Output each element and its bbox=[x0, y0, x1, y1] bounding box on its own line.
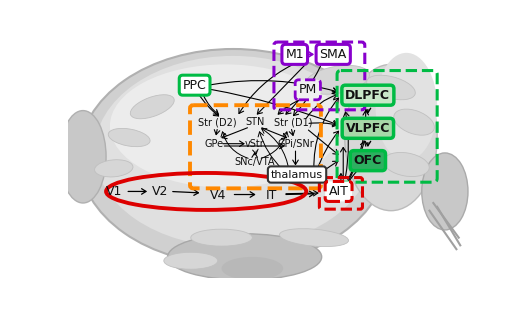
Ellipse shape bbox=[110, 64, 341, 188]
Text: VLPFC: VLPFC bbox=[346, 122, 390, 135]
Text: PPC: PPC bbox=[183, 79, 207, 92]
Text: M1: M1 bbox=[286, 48, 304, 61]
Ellipse shape bbox=[384, 153, 429, 177]
Text: OFC: OFC bbox=[354, 154, 382, 167]
Text: V2: V2 bbox=[152, 185, 168, 198]
Text: STN: STN bbox=[245, 117, 264, 127]
Ellipse shape bbox=[79, 49, 387, 265]
Text: V4: V4 bbox=[209, 189, 226, 202]
Text: thalamus: thalamus bbox=[271, 169, 323, 179]
Text: vStr: vStr bbox=[245, 139, 264, 149]
Ellipse shape bbox=[345, 64, 437, 211]
Ellipse shape bbox=[422, 153, 468, 230]
Ellipse shape bbox=[305, 65, 369, 94]
Text: GPe: GPe bbox=[204, 139, 224, 149]
Ellipse shape bbox=[191, 229, 252, 246]
Ellipse shape bbox=[94, 160, 133, 177]
Text: IT: IT bbox=[266, 189, 277, 202]
Ellipse shape bbox=[376, 53, 437, 161]
Ellipse shape bbox=[94, 56, 372, 247]
Ellipse shape bbox=[60, 110, 106, 203]
Ellipse shape bbox=[367, 75, 416, 100]
Ellipse shape bbox=[108, 129, 150, 147]
Ellipse shape bbox=[130, 95, 174, 119]
Text: Str (D2): Str (D2) bbox=[198, 117, 237, 127]
Text: SNc/VTA: SNc/VTA bbox=[234, 157, 275, 167]
Text: AIT: AIT bbox=[329, 185, 349, 198]
Ellipse shape bbox=[167, 234, 322, 280]
Text: V1: V1 bbox=[105, 185, 122, 198]
Ellipse shape bbox=[164, 252, 218, 269]
Text: Str (D1): Str (D1) bbox=[274, 117, 313, 127]
Text: SMA: SMA bbox=[320, 48, 347, 61]
Ellipse shape bbox=[222, 257, 283, 280]
Ellipse shape bbox=[279, 229, 349, 246]
Text: DLPFC: DLPFC bbox=[346, 89, 391, 102]
Text: PM: PM bbox=[299, 83, 317, 96]
Ellipse shape bbox=[394, 109, 435, 135]
Text: GPi/SNr: GPi/SNr bbox=[277, 139, 314, 149]
